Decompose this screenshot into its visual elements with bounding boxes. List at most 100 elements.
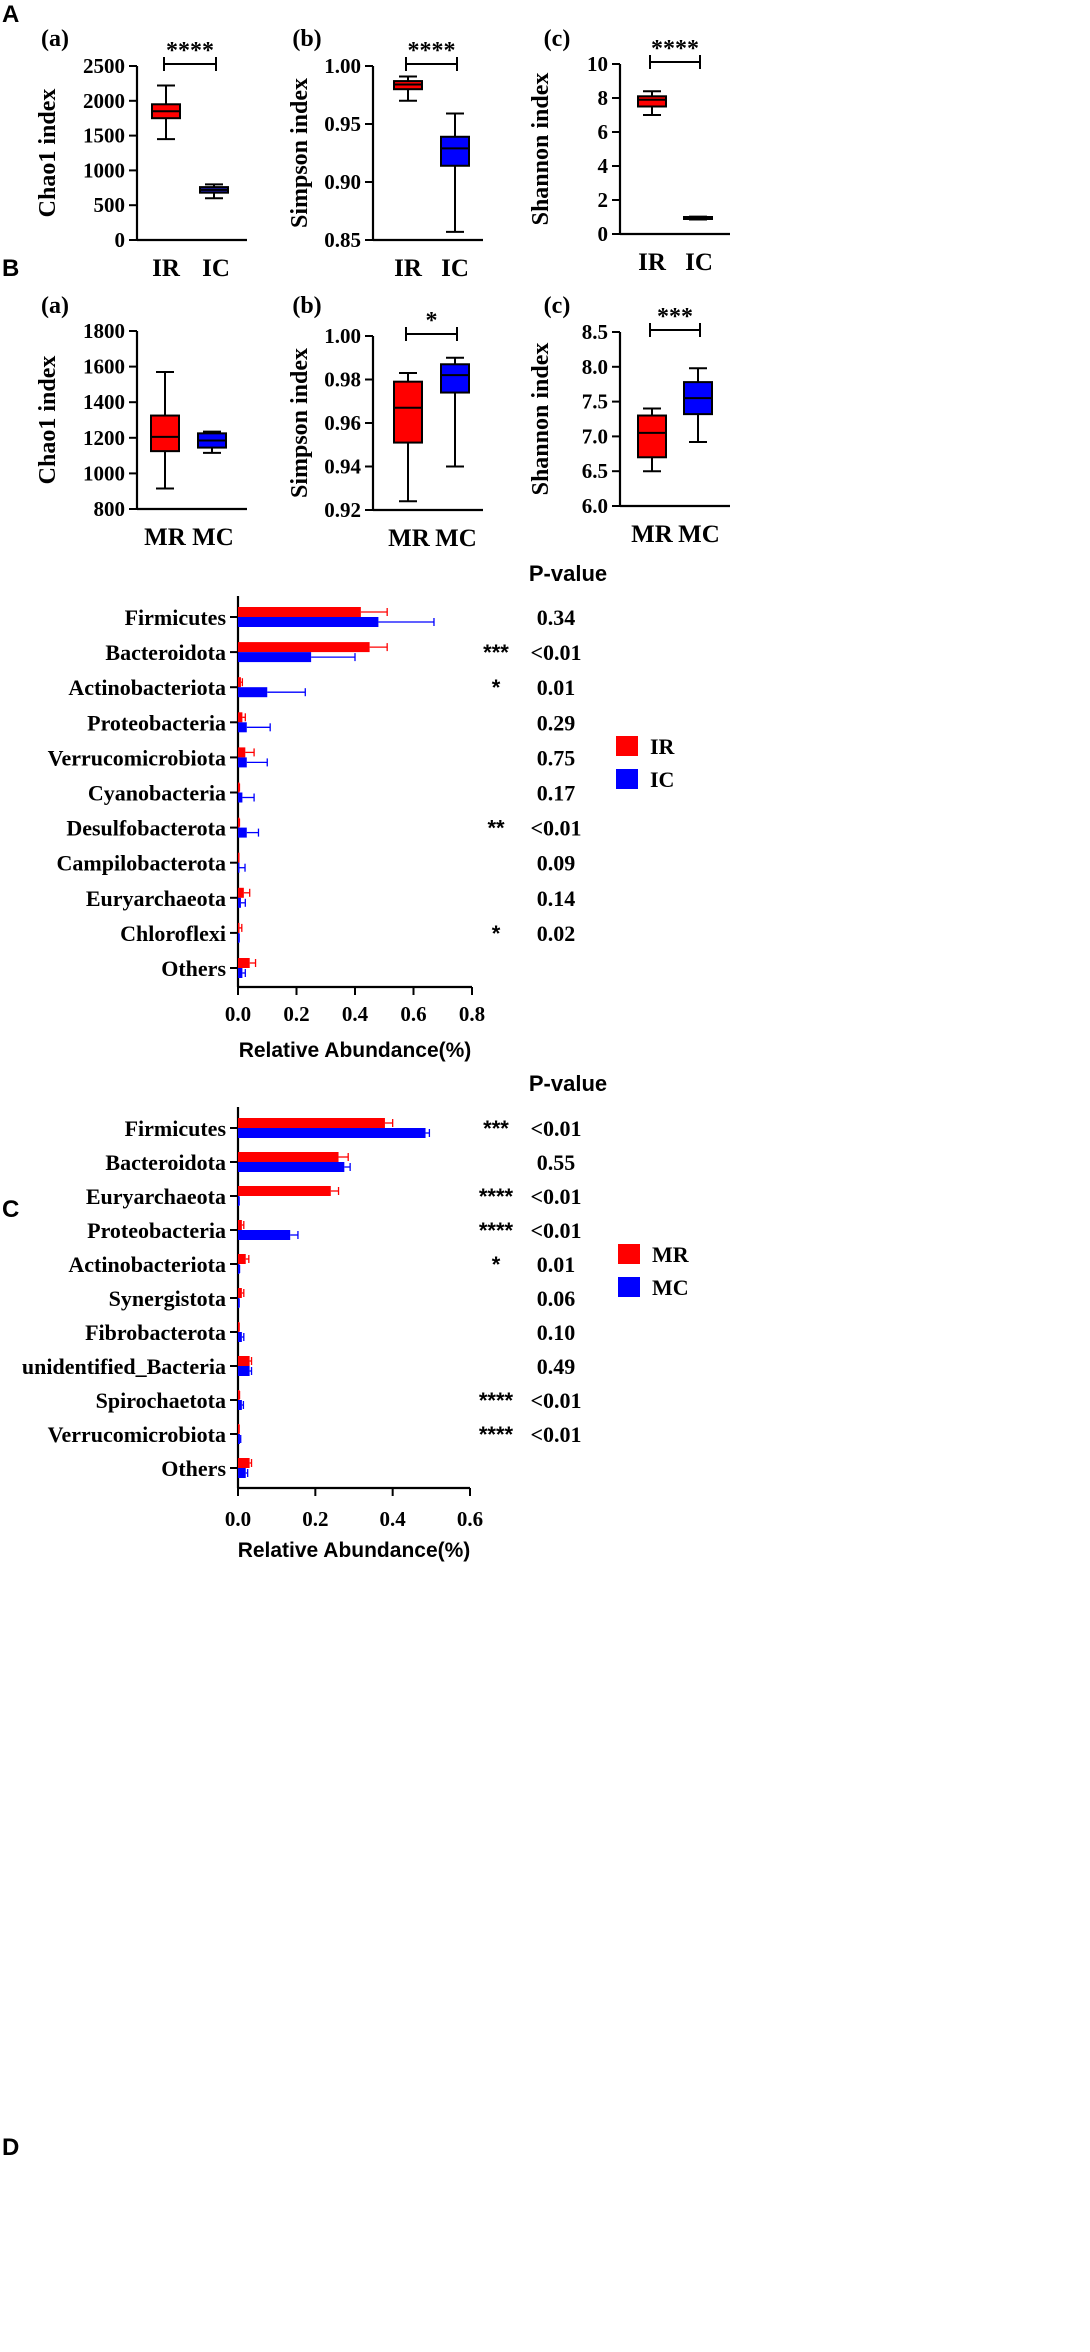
- a-a-ylabel: Chao1 index: [35, 89, 61, 218]
- panel-c-pvalue: 0.34: [537, 605, 576, 630]
- panel-d-pvalue: <0.01: [530, 1184, 581, 1209]
- panel-d-sig-stars: ***: [483, 1116, 509, 1141]
- panel-d-pvalue: 0.01: [537, 1252, 576, 1277]
- panel-c-category-label: Firmicutes: [125, 605, 227, 630]
- b-a-ytick-label: 1400: [83, 390, 125, 414]
- panel-c-bar-ic: [238, 897, 241, 908]
- panel-d-sig-stars: ****: [479, 1388, 514, 1413]
- a-b-category-label: IR: [394, 255, 423, 282]
- panel-c-pvalue: <0.01: [530, 640, 581, 665]
- panel-d-bar-mc: [238, 1128, 426, 1138]
- b-c-category-label: MC: [678, 521, 720, 548]
- b-a-ylabel: Chao1 index: [35, 356, 61, 485]
- panel-c-bar-ic: [238, 722, 247, 733]
- b-c-ytick-label: 8.0: [582, 355, 608, 379]
- panel-d-bar-mc: [238, 1366, 250, 1376]
- a-a-category-label: IC: [202, 255, 230, 282]
- b-a-category-label: MR: [144, 524, 187, 551]
- b-a-category-label: MC: [192, 524, 234, 551]
- b-b-ytick-label: 1.00: [324, 324, 361, 348]
- a-b-category-label: IC: [441, 255, 469, 282]
- panel-d-bar-mr: [238, 1152, 339, 1162]
- panel-d-category-label: Verrucomicrobiota: [48, 1422, 226, 1447]
- a-b-ytick-label: 1.00: [324, 54, 361, 78]
- b-c-panel-label: (c): [544, 293, 571, 319]
- panel-d-legend-label: MC: [652, 1275, 689, 1300]
- panel-c-xtick-label: 0.0: [225, 1002, 251, 1026]
- b-b-category-label: MC: [435, 525, 477, 552]
- panel-d-xlabel: Relative Abundance(%): [238, 1539, 471, 1562]
- panel-d-category-label: Euryarchaeota: [86, 1184, 226, 1209]
- panel-c-category-label: Actinobacteriota: [68, 675, 226, 700]
- panel-d-category-label: Synergistota: [109, 1286, 226, 1311]
- panel-c-pvalue-header: P-value: [529, 561, 607, 586]
- b-b-ytick-label: 0.94: [324, 455, 361, 479]
- panel-c-legend-swatch-ir: [616, 736, 638, 756]
- a-a-ytick-label: 0: [115, 228, 126, 252]
- section-label-b: B: [2, 255, 19, 282]
- panel-c-category-label: Others: [161, 956, 226, 981]
- b-c-ytick-label: 7.5: [582, 390, 608, 414]
- a-a-panel-label: (a): [41, 26, 69, 52]
- panel-c-xtick-label: 0.8: [459, 1002, 485, 1026]
- panel-c-xtick-label: 0.6: [400, 1002, 426, 1026]
- panel-d-bar-mr: [238, 1220, 242, 1230]
- panel-c-legend-label: IR: [650, 734, 676, 759]
- b-b-panel-label: (b): [292, 293, 321, 319]
- a-c-category-label: IR: [638, 249, 667, 276]
- panel-c-sig-stars: *: [492, 921, 501, 946]
- b-a-ytick-label: 800: [94, 497, 126, 521]
- panel-d-legend-label: MR: [652, 1242, 690, 1267]
- panel-d-sig-stars: *: [492, 1252, 501, 1277]
- panel-c-pvalue: <0.01: [530, 816, 581, 841]
- panel-c-bar-ic: [238, 862, 240, 873]
- panel-d-bar-mc: [238, 1162, 345, 1172]
- panel-d-bar-mr: [238, 1254, 246, 1264]
- panel-d-bar-mr: [238, 1186, 331, 1196]
- a-b-ytick-label: 0.85: [324, 228, 361, 252]
- panel-d-xtick-label: 0.6: [457, 1507, 483, 1531]
- panel-d-pvalue: <0.01: [530, 1422, 581, 1447]
- b-b-sig-stars: *: [426, 308, 438, 334]
- panel-c-pvalue: 0.17: [537, 781, 576, 806]
- b-b-box: [393, 380, 423, 444]
- b-a-ytick-label: 1600: [83, 355, 125, 379]
- b-a-box: [150, 414, 180, 453]
- a-a-category-label: IR: [152, 255, 181, 282]
- panel-d-bar-mc: [238, 1230, 291, 1240]
- b-c-ylabel: Shannon index: [528, 343, 554, 496]
- panel-d-pvalue: <0.01: [530, 1218, 581, 1243]
- b-c-ytick-label: 8.5: [582, 320, 608, 344]
- a-b-ytick-label: 0.95: [324, 112, 361, 136]
- panel-c-legend-swatch-ic: [616, 769, 638, 789]
- a-c-category-label: IC: [685, 249, 713, 276]
- a-a-ytick-label: 2000: [83, 89, 125, 113]
- a-a-sig-stars: ****: [166, 38, 214, 64]
- a-a-ytick-label: 1500: [83, 124, 125, 148]
- b-b-ylabel: Simpson index: [287, 348, 313, 498]
- panel-c-category-label: Euryarchaeota: [86, 886, 226, 911]
- a-c-box: [637, 95, 667, 108]
- panel-c-category-label: Proteobacteria: [87, 710, 226, 735]
- panel-c-pvalue: 0.29: [537, 710, 576, 735]
- panel-d-category-label: Others: [161, 1456, 226, 1481]
- a-a-ytick-label: 500: [94, 193, 126, 217]
- a-c-sig-stars: ****: [651, 36, 699, 62]
- a-b-ylabel: Simpson index: [287, 78, 313, 228]
- panel-d-pvalue: 0.49: [537, 1354, 576, 1379]
- panel-c-pvalue: 0.09: [537, 851, 576, 876]
- panel-c-bar-ic: [238, 687, 268, 698]
- a-b-ytick-label: 0.90: [324, 170, 361, 194]
- panel-d-category-label: Spirochaetota: [96, 1388, 226, 1413]
- panel-c-category-label: Campilobacterota: [57, 851, 226, 876]
- b-c-ytick-label: 6.5: [582, 459, 608, 483]
- a-c-ylabel: Shannon index: [528, 73, 554, 226]
- a-a-ytick-label: 2500: [83, 54, 125, 78]
- b-b-ytick-label: 0.98: [324, 368, 361, 392]
- panel-d-xtick-label: 0.2: [302, 1507, 328, 1531]
- section-label-c: C: [2, 1196, 19, 1223]
- panel-c-bar-ir: [238, 887, 244, 898]
- panel-c-bar-ir: [238, 747, 246, 758]
- panel-c-legend-label: IC: [650, 767, 674, 792]
